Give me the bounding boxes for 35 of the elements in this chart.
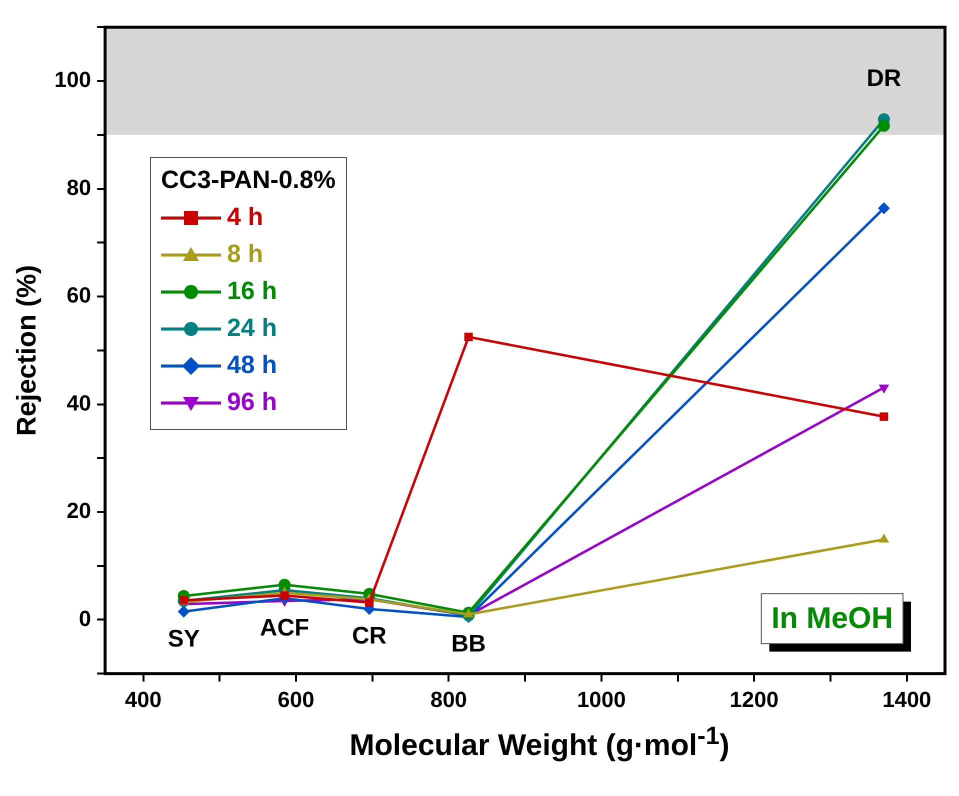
y-tick-label: 60 [66, 282, 92, 308]
legend-title: CC3-PAN-0.8% [161, 166, 336, 195]
y-axis-title: Rejection (%) [12, 264, 42, 436]
x-tick-label: 400 [124, 686, 162, 712]
point [878, 120, 890, 132]
point [178, 606, 190, 618]
x-tick-label: 600 [278, 686, 314, 712]
point [880, 412, 888, 421]
x-tick-label: 800 [430, 686, 468, 712]
legend-label: 96 h [227, 388, 278, 417]
x-axis-title: Molecular Weight (g·mol$^{-1}$) [348, 722, 731, 763]
annotation: DR [866, 64, 902, 92]
point [878, 202, 890, 214]
annotation: SY [168, 625, 200, 652]
legend-label: 16 h [227, 277, 278, 306]
annotation: CR [352, 622, 387, 650]
legend-label: 48 h [227, 351, 278, 380]
y-tick-label: 80 [66, 174, 92, 200]
annotation: BB [451, 630, 486, 658]
point [280, 591, 289, 600]
x-tick-label: 1000 [576, 686, 626, 712]
legend-label: 8 h [227, 240, 264, 269]
point [278, 578, 291, 591]
annotation: ACF [260, 614, 310, 642]
y-tick-label: 20 [66, 498, 92, 524]
x-tick-label: 1400 [882, 686, 932, 712]
point [464, 332, 473, 342]
y-tick-label: 40 [66, 390, 92, 416]
y-tick-label: 100 [54, 67, 92, 92]
x-tick-label: 1200 [730, 686, 779, 712]
legend-label: 4 h [227, 203, 264, 232]
legend-label: 24 h [227, 314, 278, 343]
annotation: In MeOH [771, 602, 893, 635]
point [878, 533, 890, 542]
y-tick-label: 0 [78, 606, 92, 631]
